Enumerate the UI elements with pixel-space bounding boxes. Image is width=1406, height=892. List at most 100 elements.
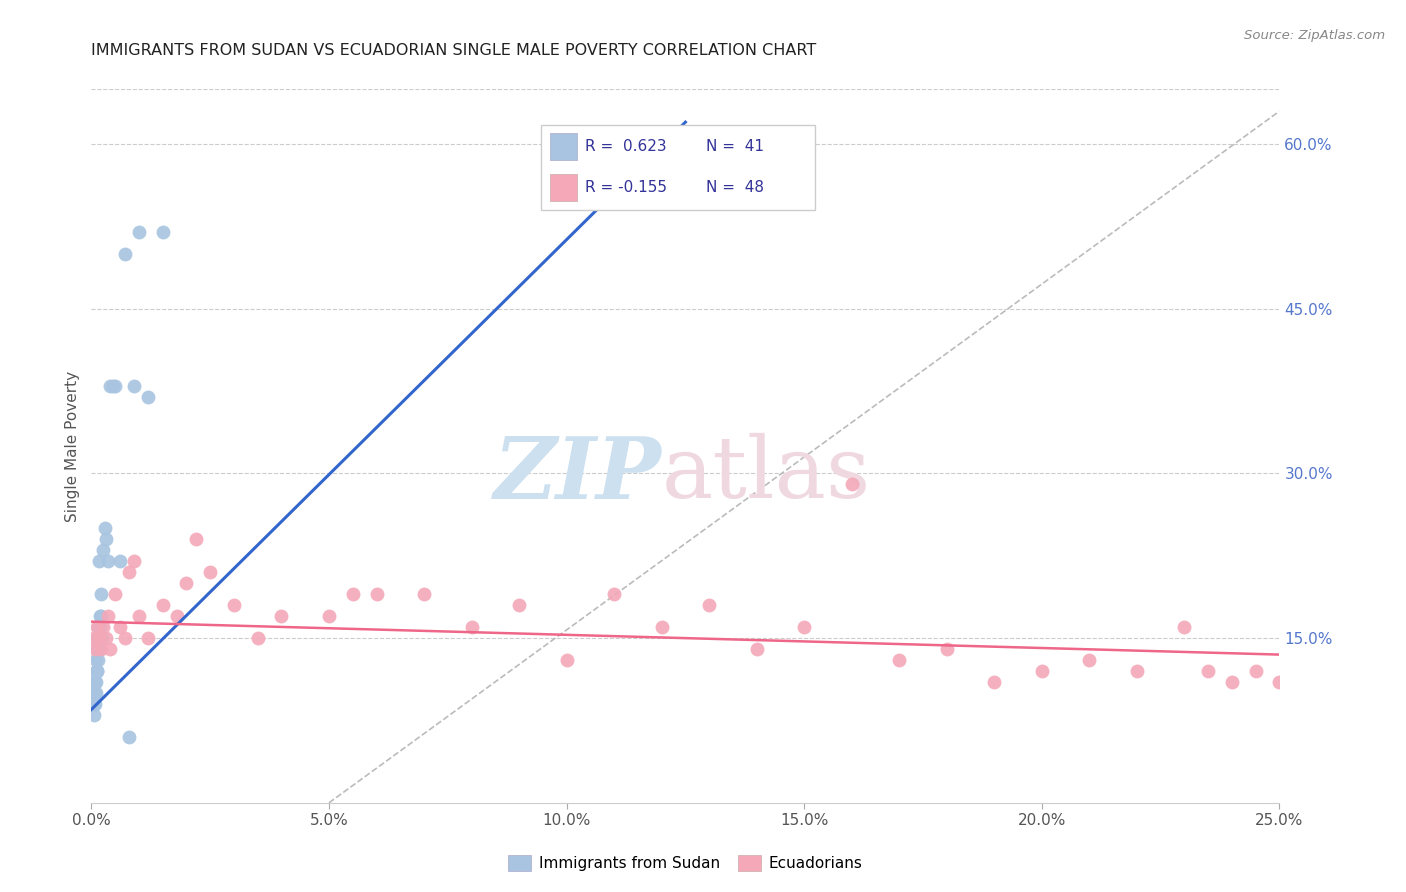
Point bbox=[138, 631, 160, 645]
Text: R =  0.623: R = 0.623 bbox=[585, 139, 666, 154]
Point bbox=[460, 620, 482, 634]
Point bbox=[97, 554, 120, 568]
Point bbox=[555, 653, 578, 667]
Point bbox=[1244, 664, 1267, 678]
Point bbox=[83, 675, 105, 690]
Point bbox=[100, 378, 122, 392]
Point bbox=[87, 620, 110, 634]
Point bbox=[84, 697, 107, 711]
Point bbox=[152, 598, 174, 612]
Point bbox=[94, 533, 117, 547]
FancyBboxPatch shape bbox=[541, 125, 815, 210]
Point bbox=[128, 225, 150, 239]
Text: R = -0.155: R = -0.155 bbox=[585, 180, 668, 195]
Point bbox=[87, 642, 110, 657]
Point bbox=[86, 620, 108, 634]
Point bbox=[97, 609, 120, 624]
Text: N =  41: N = 41 bbox=[706, 139, 763, 154]
Point bbox=[87, 631, 110, 645]
Point bbox=[1268, 675, 1291, 690]
Point bbox=[83, 697, 105, 711]
Point bbox=[83, 708, 105, 723]
Point bbox=[222, 598, 245, 612]
Point bbox=[90, 631, 112, 645]
Point bbox=[128, 609, 150, 624]
Point bbox=[104, 587, 127, 601]
Point bbox=[86, 642, 108, 657]
Point bbox=[200, 566, 222, 580]
Point bbox=[603, 587, 626, 601]
Point bbox=[86, 664, 108, 678]
Point bbox=[114, 631, 136, 645]
Text: ZIP: ZIP bbox=[494, 433, 662, 516]
Point bbox=[84, 653, 107, 667]
Point bbox=[90, 587, 112, 601]
Point bbox=[90, 609, 112, 624]
Point bbox=[86, 631, 108, 645]
Point bbox=[104, 378, 127, 392]
Point bbox=[86, 664, 108, 678]
Point bbox=[91, 543, 114, 558]
Point bbox=[793, 620, 815, 634]
Point bbox=[176, 576, 198, 591]
Point bbox=[84, 675, 107, 690]
Point bbox=[508, 598, 530, 612]
Point bbox=[184, 533, 207, 547]
Point bbox=[114, 247, 136, 261]
Text: Source: ZipAtlas.com: Source: ZipAtlas.com bbox=[1244, 29, 1385, 42]
Point bbox=[84, 675, 107, 690]
Legend: Immigrants from Sudan, Ecuadorians: Immigrants from Sudan, Ecuadorians bbox=[502, 849, 869, 877]
Point bbox=[745, 642, 768, 657]
Point bbox=[108, 620, 131, 634]
Point bbox=[889, 653, 911, 667]
Point bbox=[1031, 664, 1053, 678]
Text: IMMIGRANTS FROM SUDAN VS ECUADORIAN SINGLE MALE POVERTY CORRELATION CHART: IMMIGRANTS FROM SUDAN VS ECUADORIAN SING… bbox=[91, 43, 817, 58]
Point bbox=[122, 554, 145, 568]
Point bbox=[1220, 675, 1243, 690]
FancyBboxPatch shape bbox=[550, 174, 576, 201]
Point bbox=[318, 609, 340, 624]
Point bbox=[90, 642, 112, 657]
Point bbox=[91, 620, 114, 634]
Point bbox=[89, 620, 111, 634]
Point bbox=[1197, 664, 1219, 678]
Point bbox=[1126, 664, 1149, 678]
Point bbox=[89, 609, 111, 624]
Text: atlas: atlas bbox=[662, 433, 870, 516]
Point bbox=[84, 664, 107, 678]
Point bbox=[1173, 620, 1195, 634]
Point bbox=[138, 390, 160, 404]
Point bbox=[87, 631, 110, 645]
Point bbox=[270, 609, 292, 624]
Point bbox=[366, 587, 388, 601]
Point bbox=[83, 686, 105, 700]
Point bbox=[100, 642, 122, 657]
Point bbox=[93, 521, 115, 535]
Point bbox=[89, 642, 111, 657]
Point bbox=[83, 686, 105, 700]
Y-axis label: Single Male Poverty: Single Male Poverty bbox=[65, 370, 80, 522]
Point bbox=[122, 378, 145, 392]
Point bbox=[935, 642, 957, 657]
Point bbox=[697, 598, 720, 612]
Point bbox=[246, 631, 269, 645]
Point bbox=[83, 631, 105, 645]
Point bbox=[413, 587, 436, 601]
Point bbox=[108, 554, 131, 568]
Point bbox=[84, 642, 107, 657]
Point bbox=[152, 225, 174, 239]
Point bbox=[94, 631, 117, 645]
FancyBboxPatch shape bbox=[550, 134, 576, 161]
Text: N =  48: N = 48 bbox=[706, 180, 763, 195]
Point bbox=[86, 620, 108, 634]
Point bbox=[651, 620, 673, 634]
Point bbox=[84, 686, 107, 700]
Point bbox=[118, 730, 141, 744]
Point bbox=[101, 378, 124, 392]
Point bbox=[118, 566, 141, 580]
Point bbox=[983, 675, 1005, 690]
Point bbox=[342, 587, 364, 601]
Point bbox=[166, 609, 188, 624]
Point bbox=[86, 653, 108, 667]
Point bbox=[1078, 653, 1101, 667]
